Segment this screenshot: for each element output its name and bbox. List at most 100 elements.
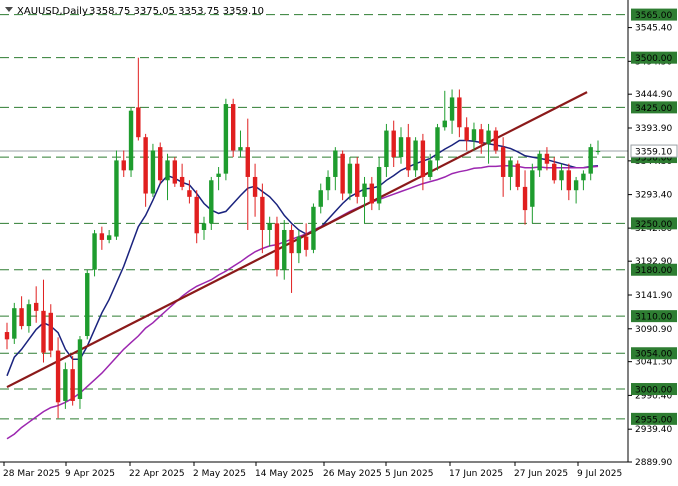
level-label-box <box>631 263 677 276</box>
level-label: 3054.00 <box>635 350 672 360</box>
moving-averages <box>6 139 599 440</box>
x-tick-label: 14 May 2025 <box>255 469 314 479</box>
candle-body <box>4 332 10 340</box>
candle-body <box>406 137 411 171</box>
candle-body <box>26 304 32 327</box>
level-lines <box>0 14 628 420</box>
candle-body <box>230 104 236 151</box>
candle-body <box>581 173 586 181</box>
candle-body <box>500 147 506 177</box>
y-tick-label: 3041.30 <box>635 358 672 368</box>
candle-body <box>413 140 418 171</box>
x-tick-label: 27 Jun 2025 <box>514 469 568 479</box>
symbol-label: XAUUSD,Daily <box>17 6 88 17</box>
candle-body <box>435 127 440 161</box>
candle-body <box>106 235 112 240</box>
candle-body <box>464 127 469 141</box>
candle-body <box>515 163 520 187</box>
candle-body <box>48 312 53 351</box>
slow-moving-average-line <box>6 164 599 440</box>
x-tick-label: 5 Jun 2025 <box>385 469 433 479</box>
candle-body <box>289 229 294 254</box>
y-tick-label: 3545.40 <box>635 24 672 34</box>
candle-body <box>216 173 221 177</box>
candle-body <box>114 160 119 237</box>
candle-body <box>457 97 462 128</box>
candle-body <box>566 170 572 191</box>
triangle-down-icon <box>5 7 13 12</box>
candle-body <box>260 196 265 230</box>
candle-body <box>187 190 192 197</box>
candle-body <box>128 110 134 171</box>
candle-body <box>355 163 360 197</box>
candle-body <box>121 160 126 171</box>
candle-body <box>12 308 17 339</box>
candle-body <box>172 160 178 184</box>
candle-body <box>143 137 148 194</box>
candle-body <box>158 147 163 181</box>
candle-body <box>179 176 185 187</box>
level-label-box <box>631 412 677 425</box>
candle-body <box>530 170 535 207</box>
candle-body <box>33 302 39 311</box>
candle-body <box>311 206 316 250</box>
candle-body <box>537 153 542 171</box>
candle-body <box>165 160 170 181</box>
candle-body <box>252 176 258 197</box>
candle-body <box>398 137 404 158</box>
candle-body <box>136 107 141 138</box>
candle-body <box>303 236 309 250</box>
candle-body <box>274 223 280 270</box>
candle-body <box>573 180 579 191</box>
fast-moving-average-line <box>6 139 599 377</box>
candle-body <box>85 273 90 337</box>
x-tick-label: 17 Jun 2025 <box>449 469 503 479</box>
candle-body <box>92 233 97 270</box>
candle-body <box>77 339 83 399</box>
level-label: 3565.00 <box>635 11 672 21</box>
level-label: 3000.00 <box>635 386 672 396</box>
x-tick-label: 26 May 2025 <box>323 469 382 479</box>
candle-body <box>559 170 564 181</box>
candle-body <box>333 150 338 177</box>
candle-body <box>325 176 331 191</box>
level-label: 3110.00 <box>635 313 672 323</box>
y-tick-label: 2939.40 <box>635 425 672 435</box>
candle-body <box>522 186 528 211</box>
y-tick-label: 3192.90 <box>635 257 672 267</box>
candle-body <box>150 150 156 194</box>
x-tick-label: 9 Apr 2025 <box>65 469 115 479</box>
candle-body <box>201 223 207 230</box>
candle-body <box>63 369 68 401</box>
candle-body <box>588 147 593 174</box>
candle-body <box>223 104 229 174</box>
candle-body <box>427 160 433 177</box>
candle-body <box>376 167 382 204</box>
candlesticks <box>4 57 601 419</box>
x-tick-label: 28 Mar 2025 <box>3 469 60 479</box>
x-tick-label: 2 May 2025 <box>193 469 246 479</box>
candle-body <box>493 130 499 151</box>
candle-body <box>479 129 484 144</box>
candle-body <box>544 153 550 164</box>
candle-body <box>508 160 513 177</box>
level-label: 2955.00 <box>635 415 672 425</box>
level-label-box <box>631 217 677 230</box>
candle-body <box>595 151 601 153</box>
level-label-box <box>631 383 677 396</box>
candle-body <box>362 183 367 197</box>
chart-header: XAUUSD,Daily 3358.75 3375.05 3353.75 335… <box>5 6 264 17</box>
y-tick-label: 3141.90 <box>635 291 672 301</box>
candle-body <box>391 130 396 158</box>
candle-body <box>238 147 243 151</box>
y-tick-label: 2889.90 <box>635 458 672 468</box>
candle-body <box>282 229 287 270</box>
level-label: 3350.00 <box>635 154 672 164</box>
candle-body <box>296 236 302 254</box>
candle-body <box>209 180 214 224</box>
current-price-label: 3359.10 <box>635 148 672 158</box>
